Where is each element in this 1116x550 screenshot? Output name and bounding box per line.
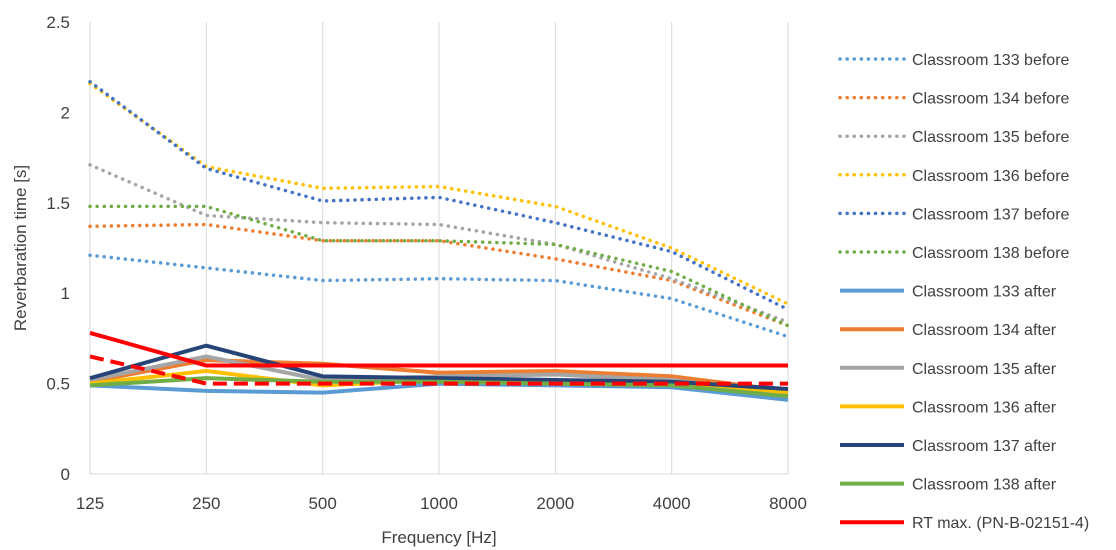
x-tick-label: 125 <box>76 494 104 513</box>
legend-label: Classroom 138 after <box>912 477 1057 494</box>
x-tick-labels: 125 250 500 1000 2000 4000 8000 <box>76 494 807 513</box>
series-line <box>88 81 790 306</box>
x-axis-label: Frequency [Hz] <box>381 528 496 547</box>
x-tick-label: 1000 <box>420 494 458 513</box>
legend-label: Classroom 137 after <box>912 438 1057 455</box>
series-line <box>88 79 790 312</box>
x-tick-label: 500 <box>308 494 336 513</box>
series-lines <box>88 79 790 402</box>
series-line <box>88 204 790 328</box>
series-line <box>88 163 790 324</box>
y-tick-label: 0 <box>61 465 70 484</box>
legend-label: Classroom 138 before <box>912 245 1070 262</box>
y-tick-labels: 0 0.5 1 1.5 2 2.5 <box>46 13 70 484</box>
y-tick-label: 2 <box>61 103 70 122</box>
legend-label: Classroom 134 after <box>912 322 1057 339</box>
series-line <box>89 343 789 392</box>
legend-label: Classroom 135 after <box>912 361 1057 378</box>
series-line <box>89 358 789 393</box>
series-line <box>89 376 789 399</box>
x-tick-label: 4000 <box>653 494 691 513</box>
legend-label: RT max. (PN-B-02151-4) <box>912 515 1089 532</box>
y-tick-label: 1 <box>61 284 70 303</box>
legend-label: Classroom 134 before <box>912 91 1070 108</box>
legend-label: Classroom 137 before <box>912 206 1070 223</box>
y-axis-label: Reverbaration time [s] <box>11 165 30 331</box>
y-tick-label: 0.5 <box>46 375 70 394</box>
legend-label: Classroom 133 after <box>912 284 1057 301</box>
legend-label: Classroom 135 before <box>912 129 1070 146</box>
x-tick-label: 2000 <box>536 494 574 513</box>
y-tick-label: 1.5 <box>46 194 70 213</box>
grid-lines <box>89 22 789 474</box>
legend: Classroom 133 before Classroom 134 before… <box>838 52 1089 532</box>
legend-label: Classroom 136 after <box>912 399 1057 416</box>
legend-label: Classroom 136 before <box>912 168 1070 185</box>
legend-label: Classroom 133 before <box>912 52 1070 69</box>
x-tick-label: 8000 <box>769 494 807 513</box>
y-tick-label: 2.5 <box>46 13 70 32</box>
x-tick-label: 250 <box>192 494 220 513</box>
series-line <box>89 331 788 368</box>
